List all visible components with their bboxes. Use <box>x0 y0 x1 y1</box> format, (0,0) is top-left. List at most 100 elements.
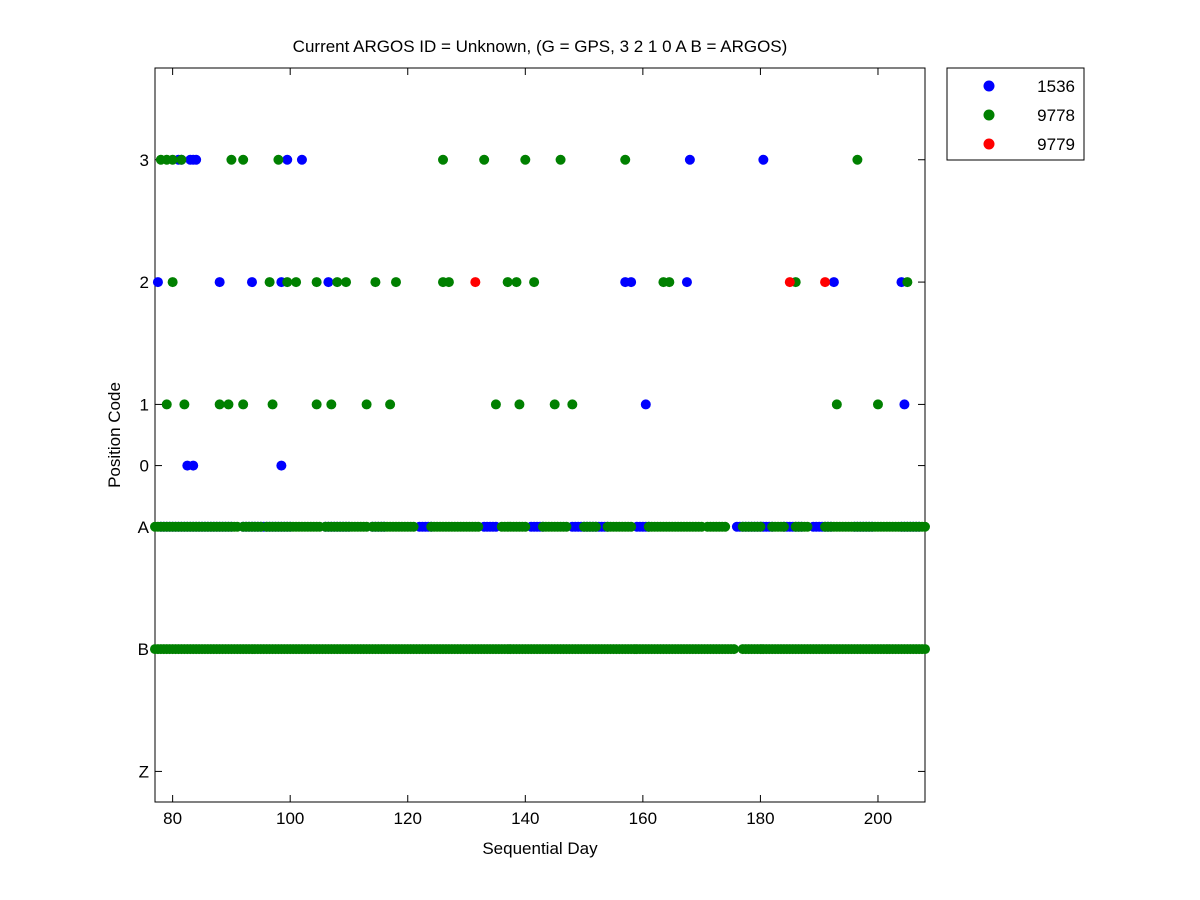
data-point <box>640 399 651 410</box>
data-point <box>520 154 531 165</box>
data-point <box>238 154 249 165</box>
legend-label: 9779 <box>1037 135 1075 154</box>
data-point <box>370 277 381 288</box>
data-point <box>176 154 187 165</box>
data-point <box>226 154 237 165</box>
data-point <box>490 399 501 410</box>
data-point <box>511 277 522 288</box>
x-axis-label: Sequential Day <box>482 839 598 858</box>
data-point <box>296 154 307 165</box>
y-axis-label: Position Code <box>105 382 124 488</box>
data-point <box>161 399 172 410</box>
data-point <box>920 521 930 532</box>
data-point <box>167 277 178 288</box>
data-point <box>238 399 249 410</box>
y-tick-label: 0 <box>140 457 149 476</box>
data-point <box>223 399 234 410</box>
data-point <box>188 460 199 471</box>
data-point <box>684 154 695 165</box>
data-point <box>479 154 490 165</box>
y-tick-label: 3 <box>140 151 149 170</box>
y-tick-label: Z <box>139 762 149 781</box>
x-tick-label: 80 <box>163 809 182 828</box>
data-point <box>899 399 910 410</box>
data-point <box>326 399 337 410</box>
data-point <box>520 521 531 532</box>
plot-area <box>154 67 926 803</box>
data-point <box>784 277 795 288</box>
data-point <box>282 154 293 165</box>
data-point <box>920 644 930 655</box>
plot-frame <box>154 67 926 803</box>
data-point <box>276 460 287 471</box>
data-point <box>267 399 278 410</box>
data-point <box>852 154 863 165</box>
data-point <box>214 277 225 288</box>
data-point <box>728 644 739 655</box>
chart-title: Current ARGOS ID = Unknown, (G = GPS, 3 … <box>293 37 788 56</box>
data-point <box>802 521 813 532</box>
data-point <box>438 154 449 165</box>
y-tick-label: A <box>138 518 150 537</box>
data-point <box>341 277 352 288</box>
data-point <box>831 399 842 410</box>
data-point <box>626 277 637 288</box>
data-point <box>820 277 831 288</box>
y-tick-label: B <box>138 640 149 659</box>
data-point <box>755 521 766 532</box>
data-point <box>681 277 692 288</box>
data-point <box>282 277 293 288</box>
data-point <box>390 277 401 288</box>
data-points <box>150 154 930 655</box>
data-point <box>902 277 913 288</box>
data-point <box>664 277 675 288</box>
data-point <box>502 277 513 288</box>
data-point <box>549 399 560 410</box>
legend-box <box>946 67 1085 161</box>
data-point <box>152 277 163 288</box>
data-point <box>590 521 601 532</box>
data-point <box>385 399 396 410</box>
legend-marker <box>983 80 995 92</box>
data-point <box>323 277 334 288</box>
x-tick-label: 120 <box>394 809 422 828</box>
y-tick-label: 2 <box>140 273 149 292</box>
x-tick-label: 180 <box>746 809 774 828</box>
data-point <box>408 521 419 532</box>
data-point <box>555 154 566 165</box>
data-point <box>246 277 257 288</box>
data-point <box>561 521 572 532</box>
y-tick-label: 1 <box>140 395 149 414</box>
data-point <box>273 154 284 165</box>
legend-marker <box>983 109 995 121</box>
data-point <box>473 521 484 532</box>
data-point <box>778 521 789 532</box>
data-point <box>264 277 275 288</box>
data-point <box>514 399 525 410</box>
data-point <box>828 277 839 288</box>
data-point <box>291 277 302 288</box>
data-point <box>332 277 343 288</box>
legend-label: 9778 <box>1037 106 1075 125</box>
data-point <box>361 399 372 410</box>
data-point <box>626 521 637 532</box>
x-axis: 80 100 120 140 160 180 200 <box>163 68 892 828</box>
x-tick-label: 100 <box>276 809 304 828</box>
x-tick-label: 160 <box>629 809 657 828</box>
data-point <box>720 521 731 532</box>
data-point <box>191 154 202 165</box>
x-tick-label: 140 <box>511 809 539 828</box>
x-tick-label: 200 <box>864 809 892 828</box>
data-point <box>529 277 540 288</box>
data-point <box>179 399 190 410</box>
data-point <box>872 399 883 410</box>
data-point <box>620 154 631 165</box>
data-point <box>311 399 322 410</box>
legend-marker <box>983 138 995 150</box>
legend-label: 1536 <box>1037 77 1075 96</box>
data-point <box>567 399 578 410</box>
data-point <box>443 277 454 288</box>
data-point <box>214 399 225 410</box>
legend: 1536 9778 9779 <box>946 67 1085 161</box>
